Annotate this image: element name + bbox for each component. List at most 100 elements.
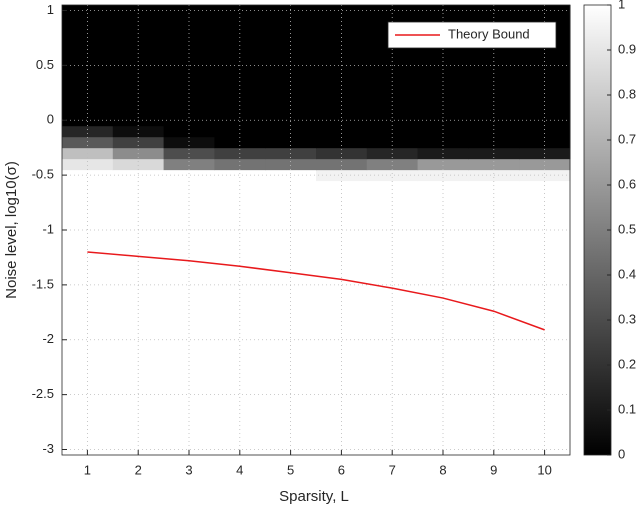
heat-cell — [468, 81, 520, 94]
heat-cell — [417, 422, 469, 434]
heat-cell — [214, 312, 266, 324]
heat-cell — [163, 202, 215, 215]
heat-cell — [519, 92, 571, 105]
heat-cell — [366, 224, 419, 236]
heat-cell — [62, 224, 114, 236]
heat-cell — [468, 378, 520, 390]
heat-cell — [468, 433, 520, 445]
heat-cell — [163, 125, 215, 138]
heat-cell — [366, 5, 419, 17]
heat-cell — [265, 411, 317, 423]
heat-cell — [265, 257, 317, 269]
heat-cell — [468, 312, 520, 324]
heat-cell — [519, 312, 571, 324]
heat-cell — [214, 202, 266, 215]
heat-cell — [62, 389, 114, 401]
heat-cell — [112, 70, 165, 83]
heat-cell — [366, 70, 419, 83]
colorbar-tick-label: 0 — [618, 446, 625, 461]
heat-cell — [417, 257, 469, 269]
heat-cell — [366, 213, 419, 226]
heat-cell — [163, 169, 215, 182]
heat-cell — [316, 268, 368, 280]
heat-cell — [265, 301, 317, 313]
heat-cell — [519, 422, 571, 434]
heat-cell — [366, 378, 419, 390]
colorbar-tick-label: 0.3 — [618, 311, 636, 326]
heat-cell — [112, 246, 165, 258]
x-tick-label: 8 — [439, 462, 446, 477]
heat-cell — [214, 180, 266, 193]
heat-cell — [519, 213, 571, 226]
heat-cell — [62, 290, 114, 302]
heat-cell — [62, 345, 114, 357]
heat-cell — [519, 257, 571, 269]
heat-cell — [265, 246, 317, 258]
heat-cell — [417, 224, 469, 236]
heat-cell — [214, 334, 266, 346]
heat-cell — [163, 246, 215, 258]
heat-cell — [417, 48, 469, 61]
heat-cell — [62, 213, 114, 226]
heat-cell — [163, 334, 215, 346]
x-tick-label: 5 — [287, 462, 294, 477]
heat-cell — [366, 246, 419, 258]
heat-cell — [519, 367, 571, 379]
heat-cell — [366, 334, 419, 346]
heat-cell — [62, 312, 114, 324]
heat-cell — [417, 378, 469, 390]
heat-cell — [519, 81, 571, 94]
heat-cell — [417, 246, 469, 258]
heat-cell — [62, 70, 114, 83]
heat-cell — [112, 37, 165, 50]
heat-cell — [163, 378, 215, 390]
heat-cell — [265, 26, 317, 39]
heat-cell — [163, 5, 215, 17]
heat-cell — [62, 202, 114, 215]
heat-cell — [417, 169, 469, 182]
heat-cell — [112, 345, 165, 357]
heat-cell — [366, 48, 419, 61]
heat-cell — [112, 81, 165, 94]
heat-cell — [214, 114, 266, 127]
heat-cell — [366, 136, 419, 149]
heat-cell — [417, 389, 469, 401]
heat-cell — [468, 367, 520, 379]
heat-cell — [112, 213, 165, 226]
colorbar-tick-label: 0.2 — [618, 356, 636, 371]
colorbar — [583, 4, 612, 456]
heat-cell — [316, 378, 368, 390]
heat-cell — [62, 422, 114, 434]
heat-cell — [163, 180, 215, 193]
heat-cell — [316, 290, 368, 302]
x-tick-label: 1 — [84, 462, 91, 477]
line — [87, 251, 545, 331]
heat-cell — [468, 92, 520, 105]
heat-cell — [468, 290, 520, 302]
heat-cell — [316, 224, 368, 236]
heat-cell — [163, 422, 215, 434]
x-tick-label: 4 — [236, 462, 243, 477]
heat-cell — [519, 290, 571, 302]
heat-cell — [163, 81, 215, 94]
heat-cell — [366, 158, 419, 171]
heat-cell — [214, 378, 266, 390]
heat-cell — [163, 158, 215, 171]
heat-cell — [112, 367, 165, 379]
heat-cell — [62, 169, 114, 182]
heat-cell — [417, 81, 469, 94]
heat-cell — [265, 81, 317, 94]
heat-cell — [366, 433, 419, 445]
heat-cell — [417, 268, 469, 280]
heat-cell — [265, 158, 317, 171]
heat-cell — [265, 290, 317, 302]
heat-cell — [468, 48, 520, 61]
heat-cell — [214, 411, 266, 423]
heat-cell — [112, 433, 165, 445]
y-tick-label: 0 — [47, 112, 54, 127]
heat-cell — [62, 48, 114, 61]
heat-cell — [62, 180, 114, 193]
heat-cell — [265, 378, 317, 390]
heat-cell — [265, 202, 317, 215]
heat-cell — [316, 5, 368, 17]
